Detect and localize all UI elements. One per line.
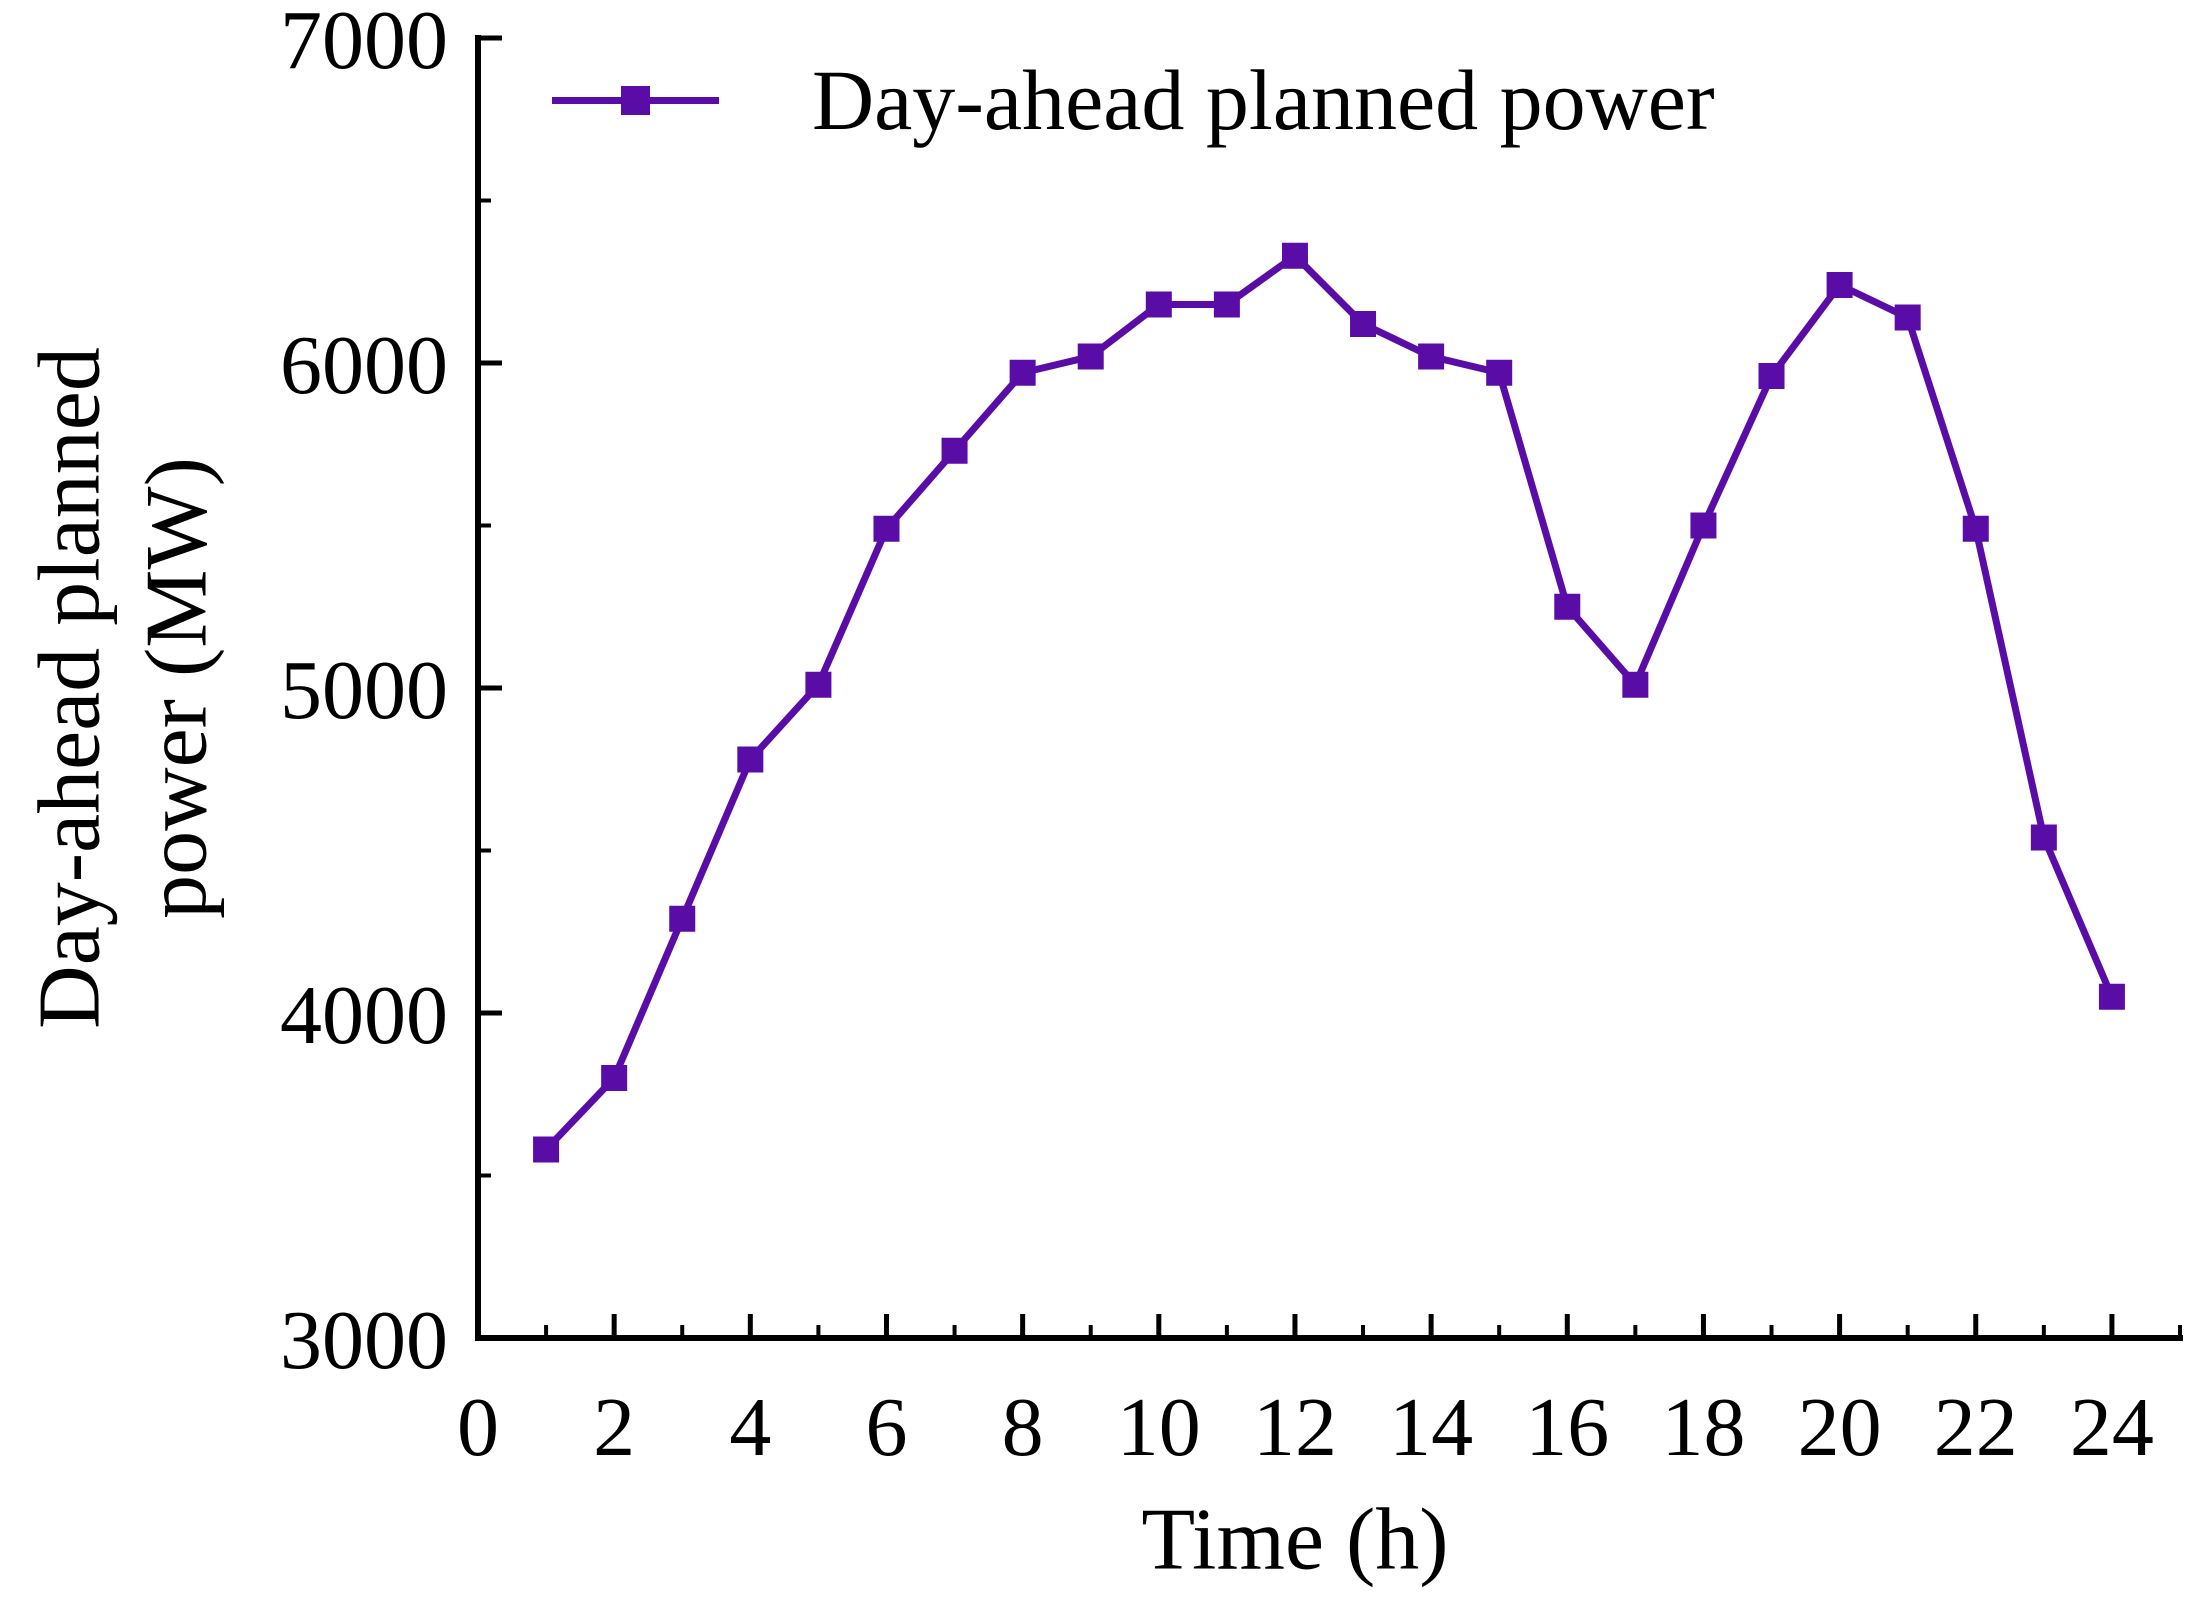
y-tick-label: 7000: [280, 0, 448, 87]
y-axis-title-line1: Day-ahead planned: [21, 347, 119, 1029]
x-tick-label: 0: [457, 1381, 499, 1474]
data-point-marker: [1622, 671, 1649, 698]
y-tick-label: 6000: [280, 319, 448, 412]
legend-square-marker-icon: [621, 85, 650, 115]
x-tick-label: 20: [1798, 1381, 1882, 1474]
data-point-marker: [1009, 359, 1036, 386]
data-point-marker: [533, 1136, 560, 1163]
data-point-marker: [1350, 311, 1377, 337]
data-point-marker: [601, 1065, 628, 1091]
data-point-marker: [1486, 359, 1513, 386]
data-point-marker: [805, 671, 832, 698]
y-tick-label: 4000: [280, 969, 448, 1062]
x-tick-label: 18: [1661, 1381, 1745, 1474]
data-point-marker: [669, 905, 696, 932]
legend-line-marker-icon: [552, 85, 719, 115]
x-tick-label: 12: [1253, 1381, 1337, 1474]
x-tick-label: 24: [2070, 1381, 2154, 1474]
x-tick-label: 22: [1934, 1381, 2018, 1474]
data-point-marker: [1962, 515, 1989, 542]
x-tick-label: 4: [729, 1381, 771, 1474]
data-point-marker: [1554, 593, 1581, 620]
y-tick-label: 3000: [280, 1294, 448, 1387]
series-line: [543, 251, 2116, 1152]
y-tick-label: 5000: [280, 644, 448, 737]
data-point-marker: [1281, 242, 1308, 269]
data-point-marker: [873, 515, 900, 542]
data-point-marker: [1758, 363, 1785, 389]
data-point-marker: [1077, 343, 1104, 370]
x-tick-label: 8: [1002, 1381, 1044, 1474]
x-tick-label: 10: [1117, 1381, 1201, 1474]
data-point-marker: [941, 437, 968, 464]
x-axis-title: Time (h): [1141, 1491, 1449, 1589]
x-tick-label: 14: [1389, 1381, 1473, 1474]
data-point-marker: [1826, 272, 1853, 298]
data-point-marker: [2098, 983, 2125, 1010]
data-point-marker: [1418, 343, 1445, 370]
data-point-marker: [1690, 512, 1717, 539]
y-axis-title: Day-ahead planned power (MW): [17, 347, 232, 1029]
x-tick-label: 16: [1525, 1381, 1609, 1474]
data-point-marker: [737, 746, 764, 773]
data-point-marker: [2030, 824, 2057, 851]
x-tick-label: 6: [865, 1381, 907, 1474]
x-tick-label: 2: [593, 1381, 635, 1474]
data-point-marker: [1894, 304, 1921, 331]
data-point-marker: [1145, 291, 1172, 318]
legend: Day-ahead planned power: [552, 52, 1715, 148]
data-point-marker: [1213, 291, 1240, 318]
legend-label: Day-ahead planned power: [812, 52, 1715, 148]
y-axis-title-line2: power (MW): [129, 457, 226, 919]
